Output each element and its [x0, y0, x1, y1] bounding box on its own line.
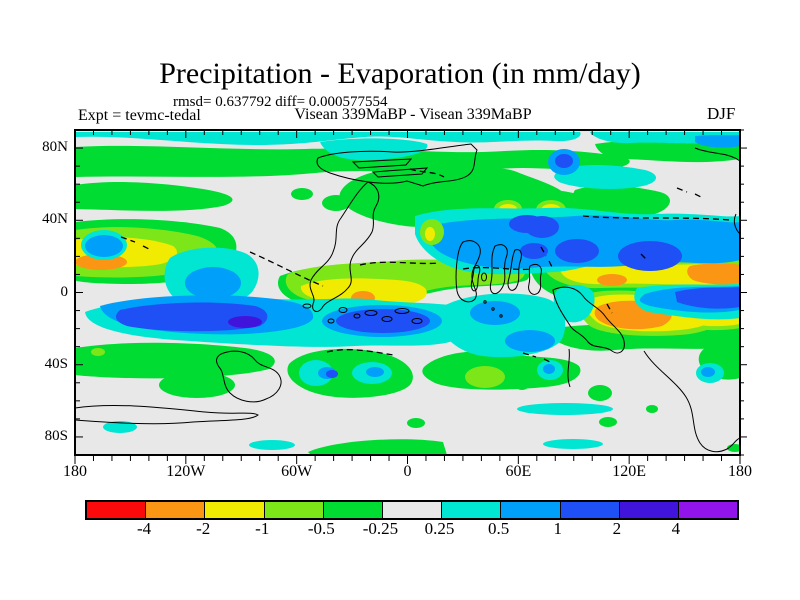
map-plot: [74, 129, 747, 464]
colorbar-segment: [382, 502, 443, 518]
y-axis-label: 0: [60, 283, 69, 300]
map-frame: [74, 129, 741, 456]
contour-fill-inner-cells: [420, 219, 444, 245]
contour-fill-indigo: [228, 316, 262, 328]
experiment-label: Expt = tevmc-tedal: [78, 107, 201, 124]
season-label: DJF: [707, 104, 736, 123]
colorbar-label: -4: [136, 519, 152, 538]
colorbar-label: 2: [612, 519, 622, 538]
colorbar-segment: [205, 502, 265, 518]
colorbar-label: 0.25: [424, 519, 455, 538]
x-axis-label: 180: [63, 463, 87, 480]
x-axis-label: 0: [403, 463, 412, 480]
colorbar-segment: [442, 502, 502, 518]
colorbar-segment: [678, 502, 738, 518]
colorbar-label: -2: [196, 519, 211, 538]
colorbar-segment: [619, 502, 679, 518]
y-axis-label: 80S: [44, 427, 68, 444]
colorbar-segment: [146, 502, 206, 518]
comparison-label: Visean 339MaBP - Visean 339MaBP: [294, 106, 532, 123]
colorbar: [85, 500, 739, 520]
x-axis-label: 120E: [612, 463, 647, 480]
x-axis-label: 180: [728, 463, 752, 480]
dashed-contours: [120, 168, 731, 364]
y-axis-label: 40S: [44, 355, 68, 372]
colorbar-label: 4: [671, 519, 681, 538]
stats-line: rmsd= 0.637792 diff= 0.000577554: [173, 94, 388, 110]
colorbar-label: 0.5: [488, 519, 510, 538]
y-axis-label: 80N: [42, 139, 68, 156]
colorbar-segment: [501, 502, 561, 518]
colorbar-segment: [323, 502, 383, 518]
colorbar-segment: [87, 502, 147, 518]
coastlines: [75, 143, 740, 453]
contour-fills: [75, 132, 740, 455]
x-axis-label: 60E: [505, 463, 532, 480]
colorbar-segment: [264, 502, 324, 518]
x-axis-label: 60W: [281, 463, 313, 480]
x-axis-label: 120W: [166, 463, 206, 480]
page-title: Precipitation - Evaporation (in mm/day): [159, 57, 641, 90]
colorbar-segment: [560, 502, 620, 518]
y-axis-label: 40N: [42, 211, 68, 228]
colorbar-label: -1: [255, 519, 270, 538]
colorbar-label: -0.25: [362, 519, 399, 538]
colorbar-label: 1: [553, 519, 562, 538]
colorbar-label: -0.5: [307, 519, 335, 538]
